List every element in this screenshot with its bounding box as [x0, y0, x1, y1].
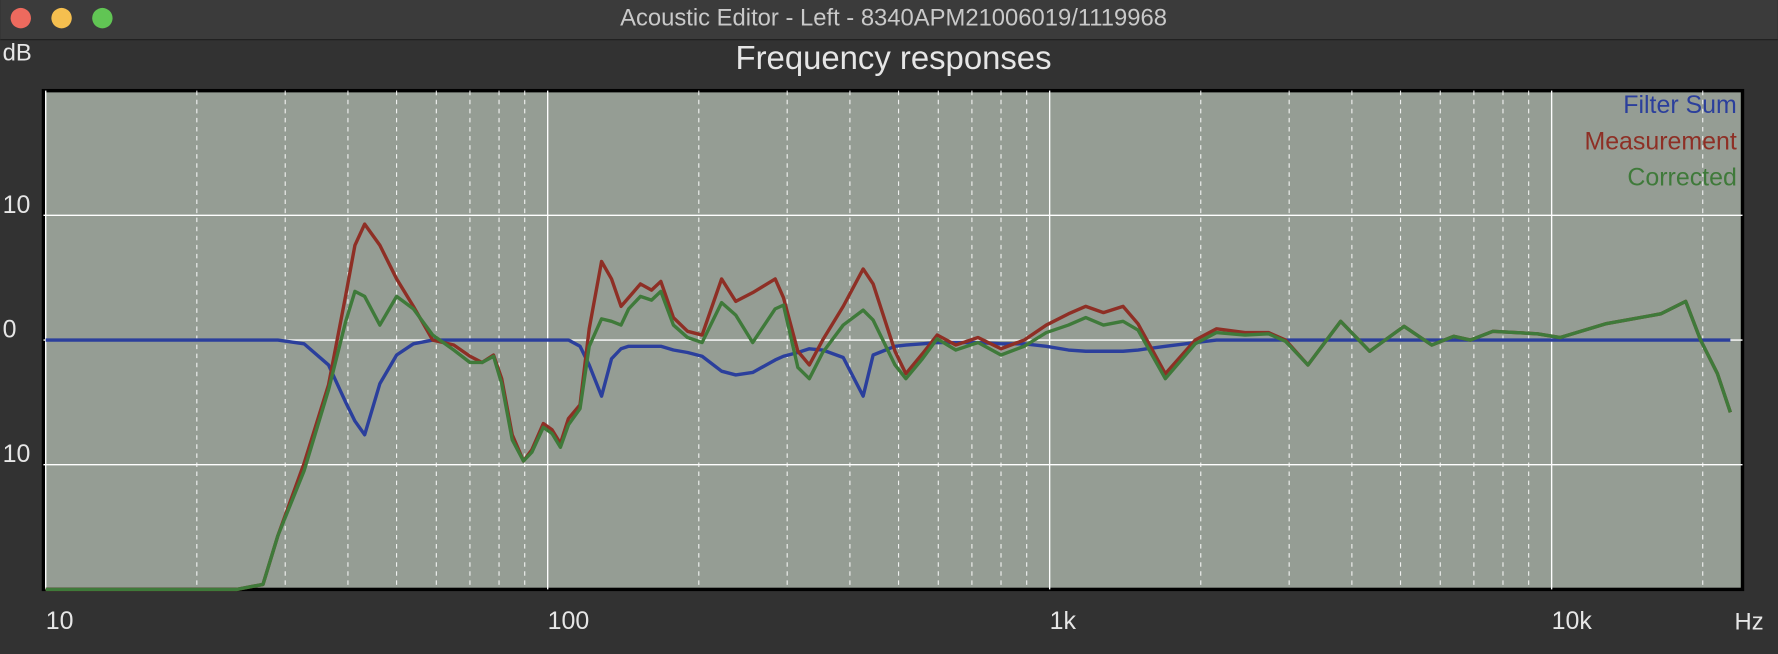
x-axis-label: Hz — [1735, 609, 1764, 636]
legend-entry: Filter Sum — [1623, 91, 1737, 119]
series-line — [45, 289, 1732, 592]
legend-entry: Corrected — [1627, 164, 1736, 192]
title-bar — [0, 0, 1778, 40]
legend-entry: Measurement — [1584, 127, 1736, 155]
x-tick-label: 10 — [46, 607, 74, 635]
close-button[interactable] — [10, 7, 31, 29]
x-tick-label: 1k — [1050, 607, 1077, 635]
y-tick-label: 10 — [3, 440, 31, 468]
window-title: Acoustic Editor - Left - 8340APM21006019… — [620, 5, 1167, 32]
lines — [45, 222, 1732, 592]
y-tick-label: 10 — [3, 191, 31, 219]
minimize-button[interactable] — [51, 7, 72, 29]
zoom-button[interactable] — [92, 7, 113, 29]
chart-title: Frequency responses — [736, 39, 1052, 76]
y-tick-label: 0 — [3, 316, 17, 344]
x-tick-label: 10k — [1552, 607, 1593, 635]
series-line — [45, 338, 1731, 437]
y-axis-label: dB — [3, 40, 32, 67]
x-tick-label: 100 — [548, 607, 590, 635]
